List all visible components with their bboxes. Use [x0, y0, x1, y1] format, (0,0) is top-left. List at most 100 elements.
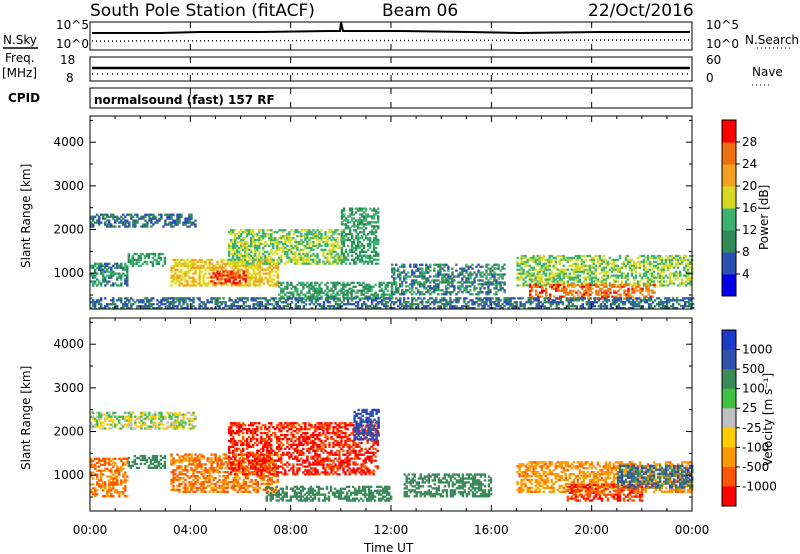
- echo-cell: [282, 307, 285, 310]
- echo-cell: [689, 254, 692, 258]
- echo-cell: [640, 254, 644, 258]
- echo-cell: [282, 235, 285, 238]
- echo-cell: [262, 282, 265, 285]
- echo-cell: [314, 295, 317, 298]
- echo-cell: [152, 421, 155, 424]
- echo-cell: [342, 297, 346, 300]
- echo-cell: [188, 411, 191, 414]
- echo-cell: [360, 297, 363, 300]
- echo-cell: [98, 221, 101, 224]
- echo-cell: [368, 242, 372, 246]
- echo-cell: [100, 264, 103, 267]
- echo-cell: [126, 303, 129, 306]
- echo-cell: [226, 270, 229, 273]
- echo-cell: [570, 268, 573, 271]
- echo-cell: [600, 268, 604, 271]
- echo-cell: [537, 303, 540, 306]
- echo-cell: [599, 305, 603, 308]
- echo-cell: [405, 285, 408, 288]
- echo-cell: [124, 411, 127, 414]
- echo-cell: [546, 268, 549, 271]
- echo-cell: [689, 266, 692, 269]
- echo-cell: [642, 260, 646, 264]
- echo-cell: [138, 417, 141, 420]
- echo-cell: [648, 272, 652, 275]
- echo-cell: [142, 223, 145, 226]
- echo-cell: [92, 223, 95, 226]
- echo-cell: [612, 260, 616, 264]
- echo-cell: [617, 289, 620, 292]
- echo-cell: [383, 297, 386, 300]
- echo-cell: [342, 231, 346, 234]
- echo-cell: [96, 421, 99, 424]
- echo-cell: [264, 233, 267, 236]
- echo-cell: [609, 307, 613, 310]
- echo-cell: [588, 268, 592, 271]
- echo-cell: [294, 285, 297, 288]
- echo-cell: [278, 285, 281, 288]
- echo-cell: [118, 225, 121, 228]
- echo-cell: [366, 285, 369, 288]
- echo-cell: [495, 263, 498, 266]
- echo-cell: [532, 272, 535, 275]
- echo-cell: [405, 289, 408, 292]
- echo-cell: [574, 278, 577, 281]
- echo-cell: [538, 254, 541, 258]
- echo-cell: [595, 301, 599, 304]
- echo-cell: [364, 256, 368, 259]
- echo-cell: [609, 289, 612, 292]
- echo-cell: [372, 248, 376, 251]
- echo-cell: [198, 264, 201, 267]
- echo-cell: [633, 301, 637, 304]
- echo-cell: [178, 260, 181, 264]
- echo-cell: [421, 285, 424, 288]
- echo-cell: [346, 293, 349, 296]
- echo-cell: [252, 276, 255, 279]
- echo-cell: [651, 307, 655, 310]
- echo-cell: [268, 270, 271, 273]
- echo-cell: [364, 295, 367, 298]
- echo-cell: [664, 280, 668, 283]
- echo-cell: [256, 260, 259, 264]
- echo-cell: [260, 303, 263, 306]
- echo-cell: [411, 281, 414, 284]
- echo-cell: [276, 262, 279, 265]
- echo-cell: [666, 256, 670, 260]
- echo-cell: [614, 258, 618, 262]
- echo-cell: [616, 258, 620, 262]
- echo-cell: [479, 289, 482, 292]
- echo-cell: [362, 297, 365, 300]
- echo-cell: [372, 244, 376, 248]
- echo-cell: [545, 307, 548, 310]
- echo-cell: [192, 278, 195, 281]
- echo-cell: [356, 219, 360, 222]
- echo-cell: [503, 273, 506, 276]
- echo-cell: [516, 262, 519, 265]
- echo-cell: [154, 427, 157, 430]
- echo-cell: [278, 305, 281, 308]
- echo-cell: [180, 270, 183, 273]
- echo-cell: [236, 240, 239, 244]
- echo-cell: [572, 256, 575, 260]
- echo-cell: [306, 231, 309, 234]
- echo-cell: [433, 303, 436, 306]
- echo-cell: [623, 301, 627, 304]
- echo-cell: [439, 267, 442, 270]
- echo-cell: [114, 423, 117, 426]
- echo-cell: [256, 280, 259, 283]
- echo-cell: [246, 297, 249, 300]
- echo-cell: [110, 223, 113, 226]
- echo-cell: [350, 213, 354, 216]
- echo-region: [228, 229, 343, 265]
- echo-cell: [582, 270, 585, 273]
- echo-cell: [274, 270, 277, 273]
- echo-cell: [605, 293, 608, 296]
- echo-cell: [222, 278, 225, 281]
- echo-cell: [162, 297, 165, 300]
- echo-cell: [184, 299, 187, 302]
- echo-cell: [218, 282, 221, 285]
- echo-cell: [134, 301, 137, 304]
- echo-cell: [563, 283, 566, 286]
- echo-cell: [637, 283, 640, 286]
- echo-cell: [471, 299, 474, 302]
